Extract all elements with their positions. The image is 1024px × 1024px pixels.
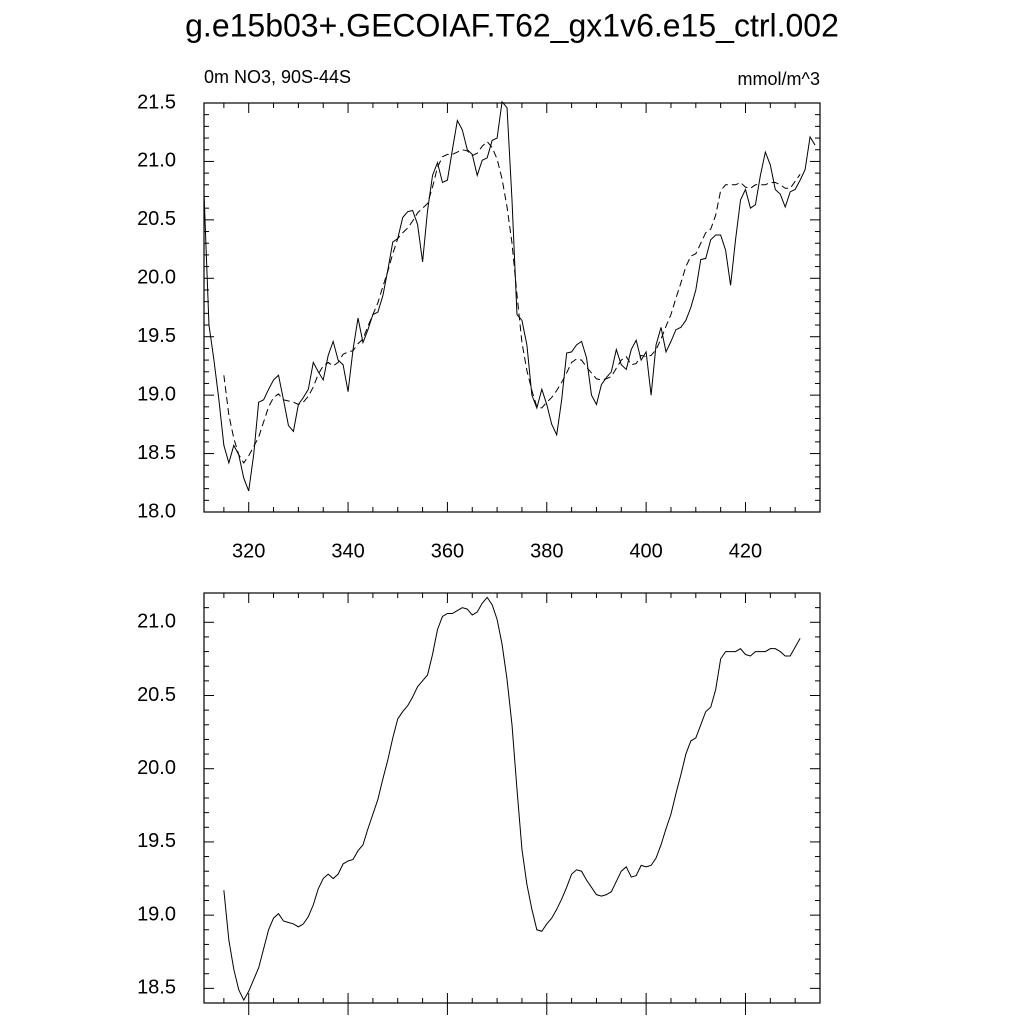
y-tick-label: 19.5 [137,830,176,852]
x-tick-label: 320 [232,540,265,562]
x-tick-label: 380 [530,540,563,562]
y-tick-label: 18.5 [137,442,176,464]
y-tick-label: 18.5 [137,977,176,999]
series-line [223,140,801,464]
y-tick-label: 18.0 [137,500,176,522]
subtitle-right: mmol/m^3 [738,69,820,89]
x-tick-label: 340 [331,540,364,562]
x-tick-label: 360 [431,540,464,562]
series-line [223,596,801,1002]
y-tick-label: 20.0 [137,757,176,779]
y-tick-label: 20.5 [137,684,176,706]
y-tick-label: 20.5 [137,208,176,230]
y-tick-label: 21.0 [137,150,176,172]
y-tick-label: 19.0 [137,903,176,925]
plot-frame [203,102,821,513]
chart-title: g.e15b03+.GECOIAF.T62_gx1v6.e15_ctrl.002 [185,7,839,43]
plot-frame [203,592,821,1004]
x-tick-label: 400 [629,540,662,562]
y-tick-label: 19.5 [137,325,176,347]
subtitle-left: 0m NO3, 90S-44S [204,67,351,87]
y-tick-label: 21.0 [137,611,176,633]
series-line [203,100,816,492]
y-tick-label: 20.0 [137,267,176,289]
y-tick-label: 19.0 [137,383,176,405]
y-tick-label: 21.5 [137,91,176,113]
x-tick-label: 420 [729,540,762,562]
